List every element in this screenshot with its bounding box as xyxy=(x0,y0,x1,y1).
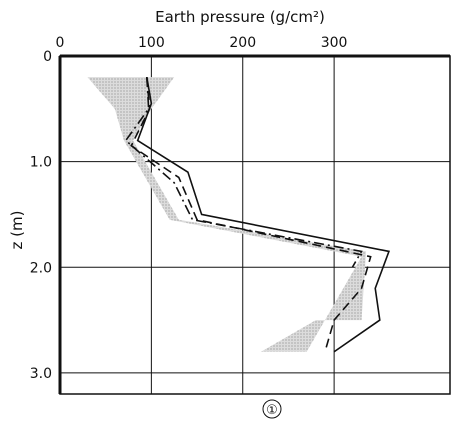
y-tick-label: 3.0 xyxy=(30,366,52,382)
x-tick-label: 0 xyxy=(56,35,65,51)
y-tick-label: 2.0 xyxy=(30,260,52,276)
x-tick-label: 200 xyxy=(229,35,256,51)
x-axis-title: Earth pressure (g/cm²) xyxy=(155,8,325,26)
grid xyxy=(60,56,450,394)
x-tick-label: 100 xyxy=(138,35,165,51)
shaded-band xyxy=(87,77,367,352)
panel-label-circle xyxy=(262,399,282,419)
band-area xyxy=(87,77,367,352)
y-tick-label: 1.0 xyxy=(30,155,52,171)
x-tick-label: 300 xyxy=(321,35,348,51)
axis-ticks: 0 100 200 300 0 1.0 2.0 3.0 xyxy=(30,35,348,419)
y-tick-label: 0 xyxy=(43,49,52,65)
series-line-dashdot xyxy=(124,77,363,268)
panel-label: ① xyxy=(266,403,278,418)
series-line-solid xyxy=(136,76,391,353)
y-axis-title: z (m) xyxy=(8,211,26,250)
series-line-dashed xyxy=(130,77,372,352)
series-lines xyxy=(124,76,391,353)
